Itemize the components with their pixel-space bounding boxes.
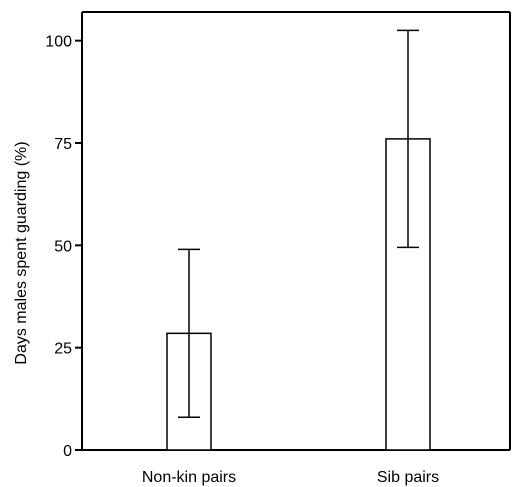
y-tick-label: 75 bbox=[54, 136, 72, 153]
chart-marks: 0 25 50 75 100 Non-kin pairs Sib pairs bbox=[45, 11, 511, 486]
y-tick-label: 50 bbox=[54, 238, 72, 255]
y-axis-label: Days males spent guarding (%) bbox=[13, 141, 30, 364]
y-tick-label: 25 bbox=[54, 341, 72, 358]
x-tick-label: Sib pairs bbox=[377, 469, 439, 486]
y-tick-label: 0 bbox=[63, 443, 72, 460]
y-tick-label: 100 bbox=[45, 34, 72, 51]
x-tick-label: Non-kin pairs bbox=[142, 469, 236, 486]
